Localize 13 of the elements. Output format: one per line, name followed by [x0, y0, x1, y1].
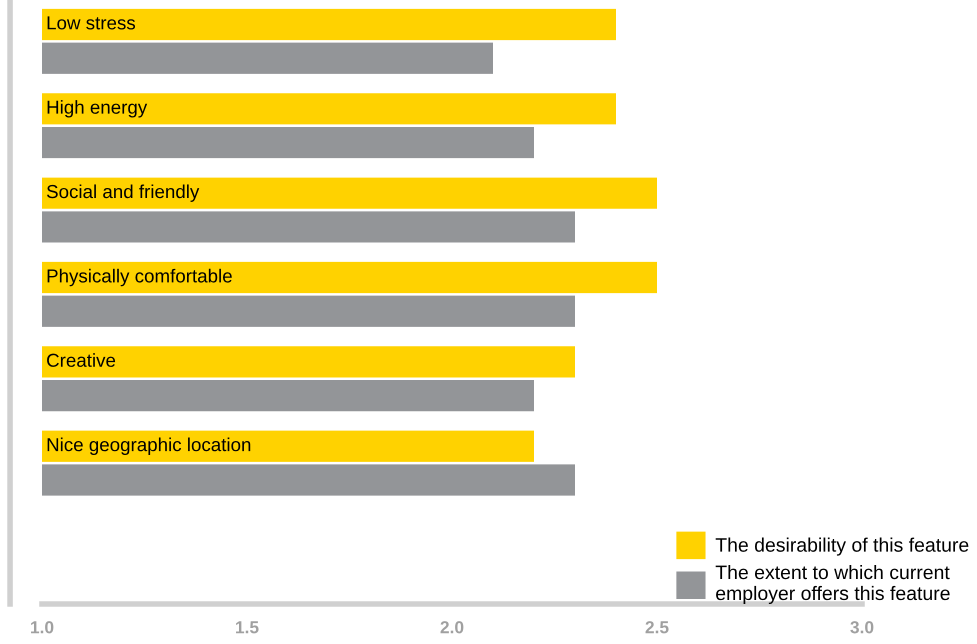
legend-label: The extent to which current employer offers this feature [716, 564, 950, 604]
y-tick-label: Physically comfortable [48, 268, 232, 286]
x-tick-label: 2.5 [646, 621, 669, 634]
y-tick-label: Social and friendly [46, 184, 200, 202]
x-tick-label: 1.0 [31, 621, 54, 634]
x-tick-label: 3.0 [850, 621, 874, 634]
y-tick-label: High energy [48, 100, 148, 118]
y-tick-label: Nice geographic location [48, 438, 250, 455]
y-tick-label: Creative [47, 353, 116, 367]
x-tick-label: 2.0 [440, 621, 464, 634]
legend-label: The desirability of this feature [716, 538, 968, 556]
y-tick-label: Low stress [48, 16, 136, 30]
x-tick-label: 1.5 [236, 621, 259, 634]
